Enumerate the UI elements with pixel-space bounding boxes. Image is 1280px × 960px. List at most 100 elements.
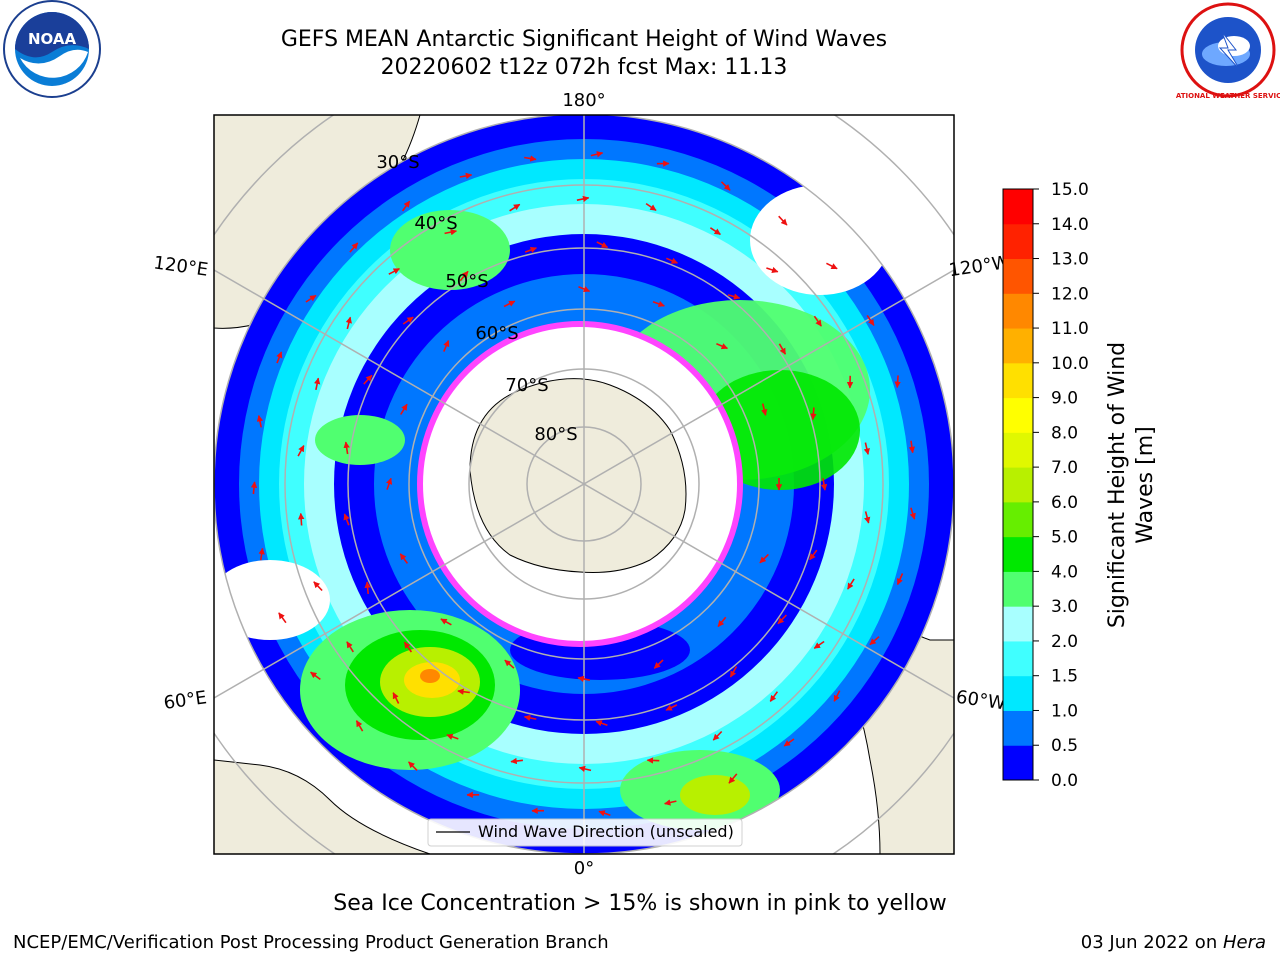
colorbar-swatch: [1003, 467, 1033, 503]
land-africa: [214, 759, 431, 854]
colorbar-swatch: [1003, 745, 1033, 781]
wave-direction-arrow: [523, 714, 537, 722]
wave-direction-arrow: [297, 445, 305, 457]
colorbar-swatch: [1003, 223, 1033, 260]
colorbar-swatch: [1003, 640, 1033, 677]
footer-date: 03 Jun 2022 on Hera: [1081, 932, 1266, 953]
wave-direction-arrow: [833, 690, 841, 702]
chart-subtitle: 20220602 t12z 072h fcst Max: 11.13: [380, 55, 788, 80]
wave-direction-arrow: [813, 640, 825, 649]
sea-ice-note: Sea Ice Concentration > 15% is shown in …: [333, 891, 947, 916]
wave-direction-arrow: [729, 666, 738, 678]
wave-direction-arrow: [250, 481, 258, 495]
colorbar-swatch: [1003, 501, 1033, 538]
lon-label-180: 180°: [562, 90, 605, 111]
wave-direction-arrow: [278, 612, 287, 624]
wave-direction-arrow: [297, 512, 305, 526]
wave-direction-arrow: [578, 765, 592, 773]
wave-direction-arrow: [578, 285, 591, 293]
wave-direction-arrow: [863, 442, 870, 455]
colorbar-tick-label: 1.5: [1051, 667, 1078, 687]
lat-label-60s: 60°S: [475, 323, 518, 344]
wave-direction-arrow: [524, 246, 537, 253]
lon-label-60e: 60°E: [162, 687, 208, 714]
wave-direction-arrow: [444, 229, 458, 236]
colorbar-tick-label: 0.0: [1051, 771, 1078, 791]
wave-direction-arrow: [276, 351, 283, 364]
wave-direction-arrow: [783, 738, 795, 747]
wave-direction-arrows: [250, 151, 916, 817]
colorbar-swatch: [1003, 710, 1033, 746]
wave-direction-arrow: [408, 761, 418, 771]
wave-direction-arrow: [778, 215, 788, 226]
lon-label-120e: 120°E: [152, 252, 209, 280]
wave-direction-arrow: [392, 692, 400, 704]
lat-label-50s: 50°S: [445, 271, 488, 292]
wave-direction-arrow: [524, 155, 537, 162]
colorbar-swatch: [1003, 606, 1033, 642]
wave-direction-arrow: [595, 720, 608, 727]
map-area: [214, 115, 954, 854]
wave-direction-arrow: [653, 659, 664, 669]
colorbar-tick-label: 9.0: [1051, 389, 1078, 409]
wave-direction-arrow: [596, 241, 609, 249]
wave-direction-arrow: [778, 343, 787, 355]
wave-direction-arrow: [310, 671, 321, 681]
wave-direction-arrow: [258, 547, 265, 561]
lon-label-0: 0°: [574, 858, 594, 879]
wave-direction-arrow: [504, 659, 515, 669]
wave-direction-arrow: [847, 578, 855, 590]
lat-label-30s: 30°S: [376, 152, 419, 173]
colorbar-tick-label: 5.0: [1051, 528, 1078, 548]
wave-direction-arrow: [305, 294, 317, 303]
colorbar-tick-label: 0.5: [1051, 736, 1078, 756]
wave-direction-arrow: [403, 641, 413, 653]
colorbar-tick-label: 6.0: [1051, 493, 1078, 513]
colorbar-swatch: [1003, 571, 1033, 607]
noaa-logo: NOAA: [3, 0, 101, 98]
colorbar-tick-label: 7.0: [1051, 458, 1078, 478]
wave-direction-arrow: [727, 293, 741, 300]
wave-direction-arrow: [728, 773, 738, 784]
map-frame: [213, 114, 955, 855]
wave-direction-arrow: [355, 720, 364, 732]
wave-direction-arrow: [577, 675, 591, 683]
wave-direction-arrow: [712, 730, 723, 741]
wave-direction-arrow: [709, 227, 721, 236]
colorbar-swatch: [1003, 189, 1033, 225]
wave-direction-arrow: [364, 581, 371, 594]
colorbar-tick-label: 13.0: [1051, 250, 1089, 270]
colorbar-tick-label: 12.0: [1051, 284, 1089, 304]
wave-direction-arrow: [386, 477, 393, 490]
wave-direction-arrow: [443, 340, 450, 352]
land-antarctica: [469, 378, 687, 573]
wave-direction-arrow: [909, 507, 916, 520]
colorbar-tick-label: 2.0: [1051, 632, 1078, 652]
wave-direction-arrow: [346, 641, 354, 653]
wave-direction-arrow: [343, 513, 350, 526]
lon-label-120w: 120°W: [947, 252, 1011, 281]
wave-direction-arrow: [720, 181, 731, 191]
colorbar-tick-label: 8.0: [1051, 423, 1078, 443]
wave-direction-arrow: [590, 151, 604, 158]
wave-direction-arrow: [459, 172, 473, 180]
wave-direction-arrow: [457, 688, 470, 695]
wave-direction-arrow: [809, 549, 818, 561]
wave-direction-arrow: [509, 203, 521, 212]
graticule: [214, 115, 954, 854]
wave-direction-arrow: [345, 316, 352, 330]
wave-direction-arrow: [869, 636, 880, 646]
wave-direction-arrow: [820, 478, 828, 491]
wave-direction-arrow: [400, 403, 408, 415]
footer-branch: NCEP/EMC/Verification Post Processing Pr…: [13, 932, 609, 953]
colorbar-tick-label: 15.0: [1051, 180, 1089, 200]
legend-label: Wind Wave Direction (unscaled): [478, 822, 734, 841]
wave-direction-arrow: [826, 262, 838, 270]
colorbar-label-line2: Waves [m]: [1133, 426, 1158, 543]
colorbar-frame: [1002, 188, 1034, 781]
wave-direction-arrow: [401, 200, 411, 212]
footer-host: Hera: [1222, 932, 1266, 953]
wave-direction-arrow: [646, 757, 660, 764]
nws-logo: NATIONAL WEATHER SERVICE: [1176, 2, 1280, 100]
colorbar-swatch: [1003, 328, 1033, 364]
